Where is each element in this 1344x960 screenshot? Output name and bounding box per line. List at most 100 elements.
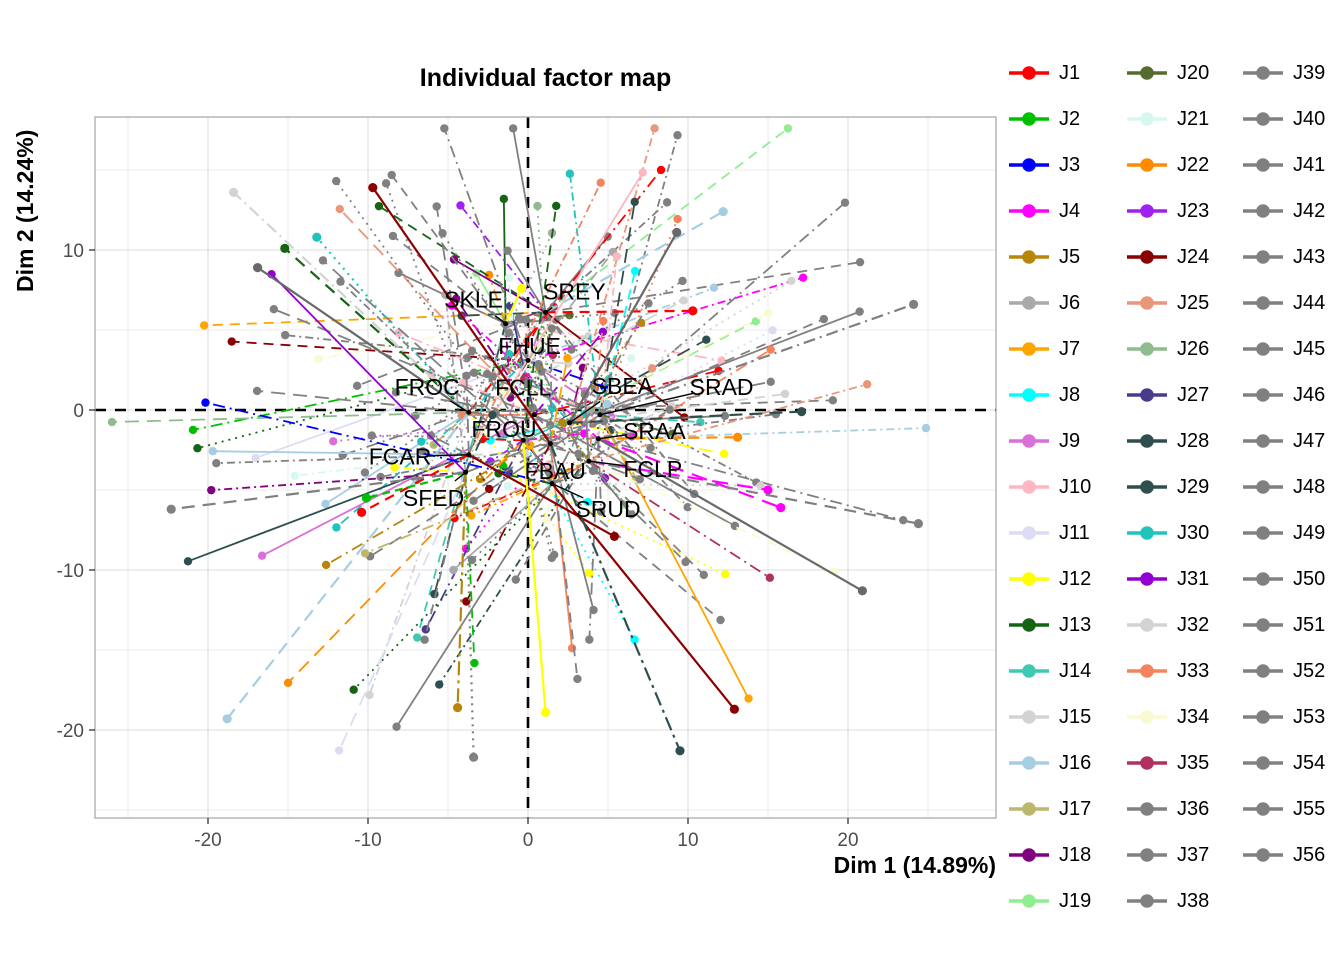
legend-label: J55: [1293, 797, 1326, 820]
legend-label: J11: [1059, 521, 1090, 544]
legend-key-icon: [1127, 480, 1167, 494]
legend-key-icon: [1009, 434, 1049, 448]
legend-item-j53: J53: [1242, 694, 1325, 740]
legend-label: J17: [1059, 797, 1092, 820]
legend-label: J52: [1293, 659, 1326, 682]
legend-item-j50: J50: [1242, 556, 1325, 602]
legend-label: J35: [1177, 751, 1210, 774]
legend-key-icon: [1009, 388, 1049, 402]
legend-label: J4: [1059, 199, 1081, 222]
legend-key-icon: [1127, 848, 1167, 862]
legend-key-icon: [1009, 802, 1049, 816]
legend-item-j18: J18: [1008, 832, 1126, 878]
legend-item-j52: J52: [1242, 648, 1325, 694]
legend-label: J6: [1059, 291, 1081, 314]
legend-key-icon: [1127, 756, 1167, 770]
x-tick-label: -20: [194, 830, 221, 851]
legend-key-icon: [1009, 296, 1049, 310]
legend-label: J18: [1059, 843, 1092, 866]
legend-item-j1: J1: [1008, 50, 1126, 96]
legend-label: J1: [1059, 61, 1081, 84]
legend-key-icon: [1127, 204, 1167, 218]
legend-key-icon: [1243, 480, 1283, 494]
legend-label: J9: [1059, 429, 1081, 452]
legend-label: J5: [1059, 245, 1081, 268]
legend-label: J3: [1059, 153, 1081, 176]
legend-item-j29: J29: [1126, 464, 1242, 510]
plot-title: Individual factor map: [419, 64, 672, 92]
legend-item-j9: J9: [1008, 418, 1126, 464]
legend-label: J54: [1293, 751, 1326, 774]
x-tick-label: 0: [523, 830, 534, 851]
legend-item-j34: J34: [1126, 694, 1242, 740]
legend-item-j46: J46: [1242, 372, 1325, 418]
y-tick-label: 0: [73, 401, 84, 422]
legend-item-j20: J20: [1126, 50, 1242, 96]
legend-key-icon: [1127, 342, 1167, 356]
point-label-srey: SREY: [543, 279, 606, 305]
legend-item-j12: J12: [1008, 556, 1126, 602]
legend-label: J56: [1293, 843, 1326, 866]
legend-key-icon: [1243, 250, 1283, 264]
legend-label: J24: [1177, 245, 1210, 268]
legend-key-icon: [1127, 66, 1167, 80]
point-label-fbau: FBAU: [525, 458, 586, 484]
legend-key-icon: [1127, 710, 1167, 724]
legend-key-icon: [1243, 434, 1283, 448]
legend-key-icon: [1009, 618, 1049, 632]
legend-label: J40: [1293, 107, 1326, 130]
legend-item-j45: J45: [1242, 326, 1325, 372]
legend-key-icon: [1127, 894, 1167, 908]
legend-item-j13: J13: [1008, 602, 1126, 648]
legend-label: J13: [1059, 613, 1092, 636]
legend-key-icon: [1009, 710, 1049, 724]
legend: J1 J2 J3 J4 J5 J6 J7 J8 J9 J10 J11 J12 J13 J14 J15 J16 J…: [1008, 50, 1325, 924]
legend-label: J20: [1177, 61, 1210, 84]
legend-item-j32: J32: [1126, 602, 1242, 648]
legend-key-icon: [1243, 710, 1283, 724]
legend-item-j11: J11: [1008, 510, 1126, 556]
legend-label: J27: [1177, 383, 1210, 406]
legend-label: J16: [1059, 751, 1092, 774]
legend-item-j17: J17: [1008, 786, 1126, 832]
legend-item-j49: J49: [1242, 510, 1325, 556]
legend-label: J51: [1293, 613, 1326, 636]
legend-label: J44: [1293, 291, 1326, 314]
legend-key-icon: [1009, 342, 1049, 356]
legend-label: J22: [1177, 153, 1210, 176]
legend-key-icon: [1009, 480, 1049, 494]
legend-label: J32: [1177, 613, 1210, 636]
legend-item-j51: J51: [1242, 602, 1325, 648]
point-label-fcar: FCAR: [369, 443, 432, 469]
legend-key-icon: [1243, 664, 1283, 678]
point-label-sbea: SBEA: [592, 373, 654, 399]
legend-item-j38: J38: [1126, 878, 1242, 924]
legend-item-j43: J43: [1242, 234, 1325, 280]
legend-label: J50: [1293, 567, 1326, 590]
legend-item-j23: J23: [1126, 188, 1242, 234]
legend-key-icon: [1243, 388, 1283, 402]
legend-label: J10: [1059, 475, 1092, 498]
legend-label: J29: [1177, 475, 1210, 498]
point-label-skle: SKLE: [444, 287, 503, 313]
legend-key-icon: [1009, 572, 1049, 586]
legend-item-j35: J35: [1126, 740, 1242, 786]
legend-key-icon: [1127, 250, 1167, 264]
legend-key-icon: [1127, 112, 1167, 126]
legend-item-j41: J41: [1242, 142, 1325, 188]
legend-label: J38: [1177, 889, 1210, 912]
legend-label: J15: [1059, 705, 1092, 728]
point-label-frou: FROU: [471, 416, 536, 442]
legend-key-icon: [1243, 342, 1283, 356]
x-axis-title: Dim 1 (14.89%): [833, 852, 996, 878]
point-label-fcll: FCLL: [495, 375, 551, 401]
legend-item-j16: J16: [1008, 740, 1126, 786]
point-label-srad: SRAD: [690, 374, 754, 400]
legend-item-j8: J8: [1008, 372, 1126, 418]
legend-key-icon: [1009, 112, 1049, 126]
legend-label: J19: [1059, 889, 1092, 912]
legend-item-j2: J2: [1008, 96, 1126, 142]
legend-item-j36: J36: [1126, 786, 1242, 832]
legend-label: J39: [1293, 61, 1326, 84]
legend-label: J49: [1293, 521, 1326, 544]
